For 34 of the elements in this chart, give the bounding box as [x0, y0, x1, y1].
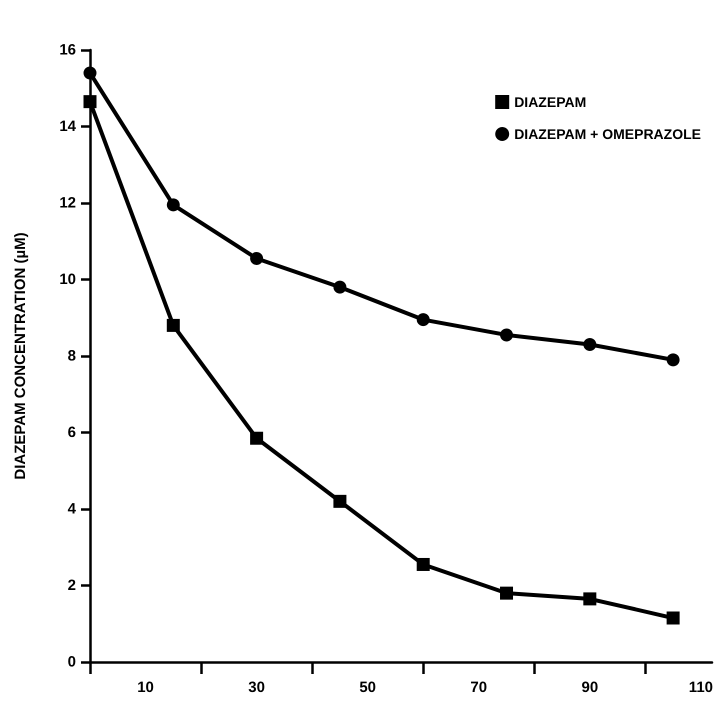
x-tick-label: 70	[470, 679, 488, 696]
y-tick-label: 0	[68, 654, 76, 670]
x-tick-label: 90	[581, 679, 598, 696]
x-tick-label: 10	[137, 679, 154, 696]
point	[583, 338, 596, 352]
point	[84, 95, 96, 108]
point	[500, 586, 514, 600]
point	[333, 280, 346, 294]
point	[250, 432, 264, 445]
x-tick-label: 110	[688, 679, 713, 696]
y-tick-label: 14	[59, 118, 77, 135]
y-axis-title: DIAZEPAM CONCENTRATION (µM)	[12, 232, 29, 480]
y-tick-label: 6	[68, 424, 76, 441]
point	[500, 328, 514, 342]
point	[416, 558, 430, 571]
y-tick-label: 16	[59, 42, 76, 58]
point	[166, 198, 180, 212]
y-tick-label: 4	[68, 500, 77, 518]
x-tick-label: 30	[248, 679, 265, 696]
y-tick-label: 8	[68, 348, 76, 364]
legend-label: DIAZEPAM	[514, 94, 586, 110]
point	[250, 252, 264, 265]
y-tick-label: 2	[68, 577, 76, 594]
y-tick-label: 12	[59, 194, 76, 212]
legend-label: DIAZEPAM + OMEPRAZOLE	[514, 126, 702, 142]
point	[416, 313, 430, 326]
point	[166, 318, 180, 332]
point	[666, 353, 680, 366]
x-tick-label: 50	[359, 679, 376, 696]
point	[583, 592, 596, 606]
point	[84, 66, 96, 80]
point	[666, 612, 680, 625]
y-tick-label: 10	[59, 271, 76, 288]
point	[333, 494, 346, 508]
